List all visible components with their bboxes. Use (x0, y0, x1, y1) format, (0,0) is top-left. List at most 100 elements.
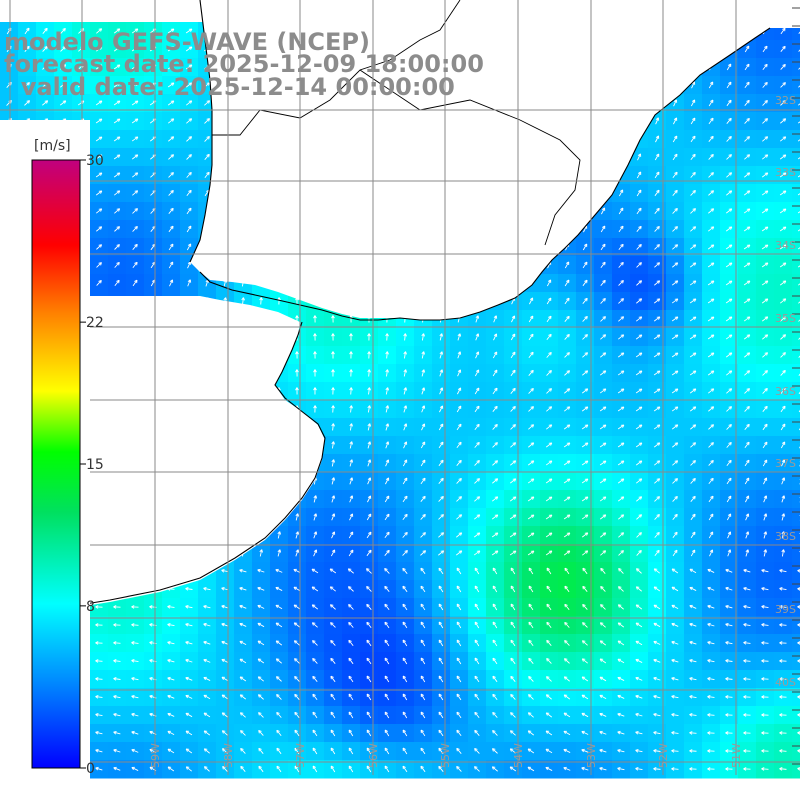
wind-arrow (131, 100, 139, 106)
wind-cell (792, 616, 800, 635)
wind-arrow (95, 64, 103, 70)
wind-arrow (114, 208, 121, 214)
wind-arrow (690, 190, 696, 196)
wind-arrow (761, 262, 769, 268)
wind-arrow (689, 262, 697, 268)
wind-arrow (42, 27, 48, 34)
wind-arrow (131, 154, 139, 160)
wind-arrow (707, 316, 715, 322)
wind-arrow (798, 103, 800, 106)
wind-arrow (636, 189, 642, 197)
wind-arrow (690, 208, 696, 214)
wind-arrow (113, 136, 121, 142)
wind-arrow (654, 226, 660, 232)
wind-arrow (779, 154, 787, 160)
wind-arrow (653, 316, 661, 322)
colorbar-scale (31, 159, 81, 769)
lat-label: 37S (775, 457, 796, 470)
wind-arrow (743, 244, 751, 250)
wind-arrow (779, 262, 787, 268)
wind-arrow (169, 279, 174, 287)
wind-arrow (654, 153, 660, 161)
wind-arrow (707, 226, 715, 232)
wind-arrow (653, 298, 661, 304)
lat-label: 36S (775, 385, 796, 398)
wind-arrow (528, 333, 534, 341)
wind-arrow (726, 190, 733, 196)
wind-arrow (114, 226, 120, 232)
wind-arrow (96, 226, 103, 232)
wind-cell (792, 382, 800, 401)
wind-arrow (185, 46, 193, 52)
wind-arrow (797, 139, 800, 142)
wind-arrow (797, 265, 800, 268)
wind-arrow (168, 225, 174, 233)
wind-arrow (131, 118, 139, 124)
wind-cell (792, 310, 800, 329)
wind-arrow (95, 136, 103, 142)
wind-cell (792, 580, 800, 599)
wind-arrow (761, 316, 769, 322)
wind-cell (792, 148, 800, 167)
wind-arrow (636, 243, 642, 250)
wind-arrow (167, 82, 175, 88)
wind-arrow (726, 63, 732, 71)
wind-cell (792, 94, 800, 113)
wind-arrow (690, 153, 696, 161)
wind-arrow (114, 279, 120, 287)
wind-arrow (168, 136, 175, 142)
wind-arrow (779, 136, 787, 142)
wind-arrow (780, 118, 787, 124)
wind-arrow (707, 298, 715, 304)
wind-arrow (528, 297, 534, 305)
wind-arrow (186, 243, 192, 251)
wind-arrow (132, 190, 139, 196)
wind-cell (792, 292, 800, 311)
wind-arrow (690, 226, 697, 232)
wind-arrow (618, 261, 624, 268)
wind-arrow (689, 280, 697, 286)
wind-arrow (708, 99, 714, 107)
wind-arrow (186, 154, 192, 160)
wind-cell (792, 526, 800, 545)
wind-arrow (95, 154, 103, 160)
lon-label: 57W (294, 743, 307, 768)
wind-arrow (114, 261, 120, 268)
wind-cell (792, 22, 800, 41)
wind-arrow (798, 85, 800, 88)
wind-arrow (42, 64, 48, 70)
wind-arrow (185, 82, 193, 88)
wind-arrow (654, 262, 661, 268)
wind-arrow (24, 27, 30, 35)
wind-arrow (672, 244, 679, 250)
wind-arrow (259, 297, 263, 305)
wind-arrow (204, 153, 210, 160)
wind-arrow (618, 189, 624, 197)
wind-arrow (113, 100, 121, 106)
wind-arrow (743, 298, 751, 304)
wind-cell (792, 742, 800, 761)
lon-label: 59W (149, 743, 162, 768)
wind-arrow (672, 262, 679, 268)
wind-arrow (798, 49, 800, 52)
wind-arrow (726, 81, 732, 89)
wind-cell (792, 166, 800, 185)
wind-arrow (798, 301, 800, 304)
wind-arrow (131, 28, 139, 34)
wind-arrow (132, 279, 138, 287)
wind-arrow (672, 153, 678, 161)
wind-arrow (797, 247, 800, 250)
wind-arrow (654, 189, 660, 197)
wind-cell (792, 346, 800, 365)
lon-label: 56W (367, 743, 380, 768)
wind-arrow (204, 82, 211, 88)
wind-arrow (511, 315, 516, 323)
wind-arrow (618, 225, 624, 233)
wind-arrow (564, 315, 570, 323)
wind-arrow (779, 244, 787, 250)
wind-arrow (168, 189, 174, 196)
wind-arrow (582, 243, 588, 251)
wind-arrow (457, 333, 462, 341)
wind-arrow (113, 82, 121, 88)
wind-arrow (780, 100, 787, 106)
